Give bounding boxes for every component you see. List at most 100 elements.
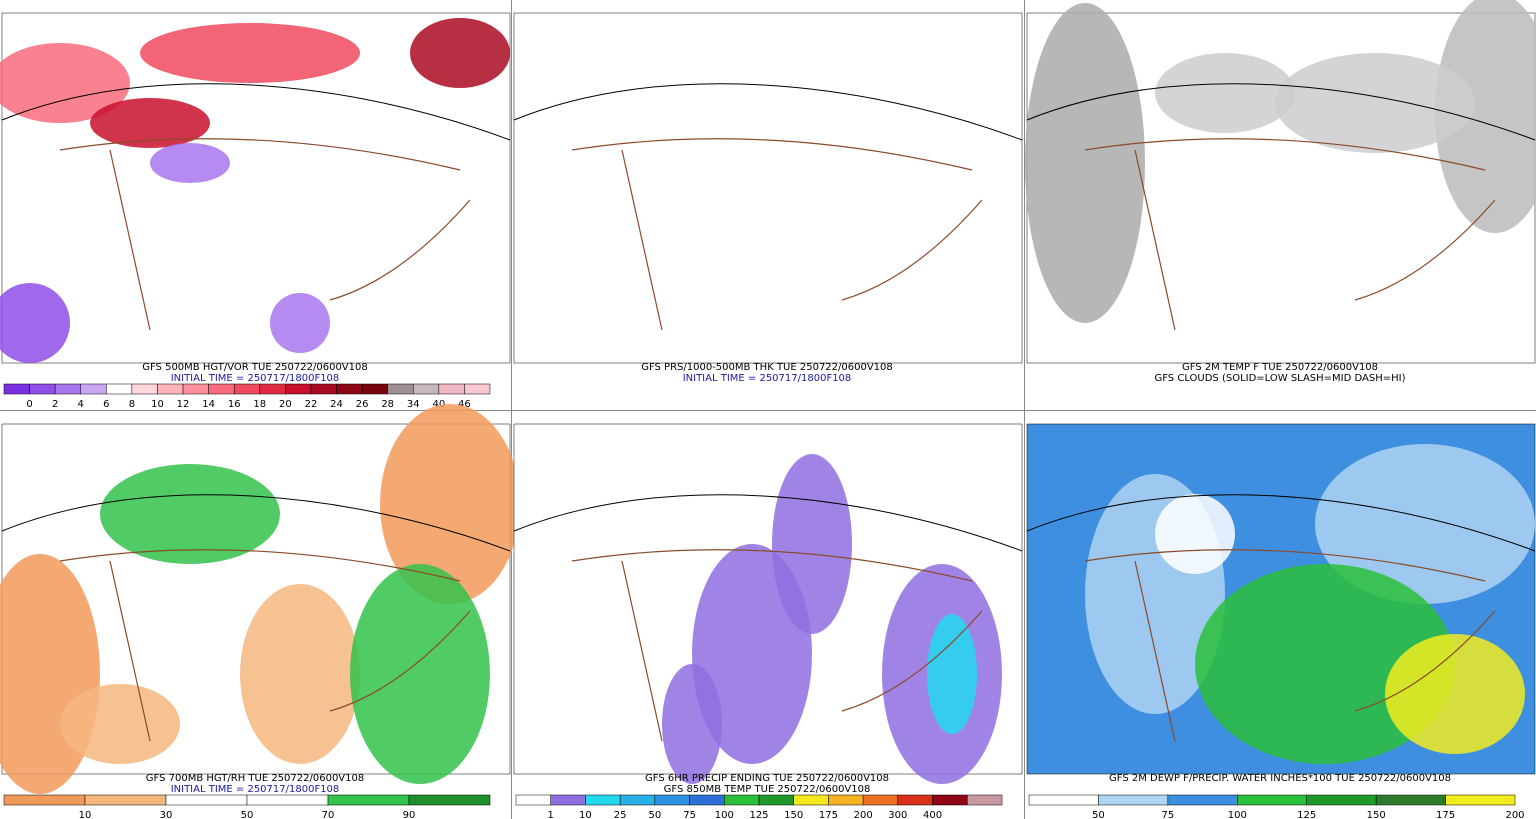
colorbar-swatch bbox=[80, 383, 107, 395]
map-shading bbox=[1025, 3, 1145, 323]
colorbar-swatch bbox=[285, 383, 312, 395]
map-shading bbox=[1275, 53, 1475, 153]
caption: GFS 700MB HGT/RH TUE 250722/0600V108 bbox=[146, 773, 365, 784]
map-borders bbox=[59, 138, 471, 331]
colorbar-label: 14 bbox=[202, 399, 215, 410]
colorbar-swatch bbox=[157, 383, 184, 395]
colorbar-label: 50 bbox=[648, 810, 661, 819]
map-shading bbox=[410, 18, 510, 88]
colorbar-swatch bbox=[862, 794, 899, 806]
colorbar-label: 200 bbox=[854, 810, 873, 819]
contour bbox=[1, 494, 511, 552]
map-borders bbox=[571, 138, 983, 331]
contour bbox=[513, 83, 1023, 141]
colorbar-label: 2 bbox=[52, 399, 58, 410]
colorbar-swatch bbox=[724, 794, 760, 806]
colorbar-swatch bbox=[233, 383, 261, 395]
map-shading bbox=[1385, 634, 1525, 754]
caption: GFS 850MB TEMP TUE 250722/0600V108 bbox=[664, 784, 871, 795]
colorbar-label: 26 bbox=[356, 399, 369, 410]
colorbar-swatch bbox=[793, 794, 829, 806]
colorbar-swatch bbox=[106, 383, 133, 395]
contour bbox=[1026, 83, 1536, 141]
colorbar-label: 24 bbox=[330, 399, 343, 410]
contour bbox=[513, 494, 1023, 552]
colorbar-swatch bbox=[310, 383, 337, 395]
colorbar-label: 25 bbox=[614, 810, 627, 819]
colorbar-label: 1 bbox=[548, 810, 554, 819]
map-shading bbox=[1435, 0, 1536, 233]
colorbar-swatch bbox=[3, 794, 86, 806]
map-shading bbox=[60, 684, 180, 764]
colorbar-label: 46 bbox=[458, 399, 471, 410]
colorbar-label: 100 bbox=[1228, 810, 1247, 819]
map-shading bbox=[0, 43, 130, 123]
caption: GFS CLOUDS (SOLID=LOW SLASH=MID DASH=HI) bbox=[1154, 373, 1405, 384]
colorbar-swatch bbox=[54, 383, 81, 395]
colorbar-swatch bbox=[619, 794, 656, 806]
colorbar-swatch bbox=[208, 383, 235, 395]
colorbar-swatch bbox=[182, 383, 209, 395]
map-shading bbox=[1155, 53, 1295, 133]
colorbar-swatch bbox=[1167, 794, 1238, 806]
caption: GFS 500MB HGT/VOR TUE 250722/0600V108 bbox=[142, 362, 368, 373]
contour bbox=[1026, 494, 1536, 552]
colorbar-swatch bbox=[1306, 794, 1377, 806]
colorbar-swatch bbox=[828, 794, 864, 806]
map-shading bbox=[1315, 444, 1535, 604]
colorbar-swatch bbox=[29, 383, 56, 395]
colorbar-swatch bbox=[131, 383, 158, 395]
colorbar-label: 175 bbox=[819, 810, 838, 819]
caption: INITIAL TIME = 250717/1800F108 bbox=[683, 373, 852, 384]
colorbar-swatch bbox=[1098, 794, 1169, 806]
colorbar-label: 125 bbox=[749, 810, 768, 819]
caption: GFS 6HR PRECIP ENDING TUE 250722/0600V10… bbox=[645, 773, 889, 784]
colorbar-label: 50 bbox=[241, 810, 254, 819]
colorbar-swatch bbox=[1445, 794, 1516, 806]
colorbar-label: 22 bbox=[305, 399, 318, 410]
map-shading bbox=[150, 143, 230, 183]
colorbar-label: 12 bbox=[177, 399, 190, 410]
colorbar-label: 6 bbox=[103, 399, 109, 410]
colorbar-swatch bbox=[84, 794, 167, 806]
map-shading bbox=[240, 584, 360, 764]
caption: GFS 2M TEMP F TUE 250722/0600V108 bbox=[1182, 362, 1378, 373]
colorbar-label: 10 bbox=[579, 810, 592, 819]
caption: GFS PRS/1000-500MB THK TUE 250722/0600V1… bbox=[641, 362, 893, 373]
colorbar-swatch bbox=[550, 794, 586, 806]
map-area bbox=[513, 12, 1023, 364]
colorbar-label: 30 bbox=[160, 810, 173, 819]
colorbar-swatch bbox=[361, 383, 388, 395]
colorbar-label: 175 bbox=[1436, 810, 1455, 819]
colorbar-label: 16 bbox=[228, 399, 241, 410]
colorbar-swatch bbox=[1028, 794, 1099, 806]
map-shading bbox=[270, 293, 330, 353]
colorbar-label: 4 bbox=[78, 399, 84, 410]
colorbar-swatch bbox=[259, 383, 286, 395]
colorbar-swatch bbox=[3, 383, 30, 395]
colorbar-swatch bbox=[438, 383, 465, 395]
colorbar-label: 75 bbox=[683, 810, 696, 819]
colorbar-label: 400 bbox=[923, 810, 942, 819]
colorbar-label: 125 bbox=[1297, 810, 1316, 819]
map-borders bbox=[59, 549, 471, 742]
contour bbox=[1, 83, 511, 141]
map-borders bbox=[1084, 549, 1496, 742]
map-borders bbox=[1084, 138, 1496, 331]
colorbar-swatch bbox=[689, 794, 725, 806]
colorbar-label: 100 bbox=[715, 810, 734, 819]
map-shading bbox=[1155, 494, 1235, 574]
colorbar-label: 150 bbox=[784, 810, 803, 819]
colorbar-swatch bbox=[165, 794, 248, 806]
map-shading bbox=[772, 454, 852, 634]
caption: INITIAL TIME = 250717/1800F108 bbox=[171, 373, 340, 384]
caption: INITIAL TIME = 250717/1800F108 bbox=[171, 784, 340, 795]
map-shading bbox=[380, 404, 520, 604]
colorbar-label: 8 bbox=[129, 399, 135, 410]
colorbar-swatch bbox=[336, 383, 363, 395]
map-shading bbox=[927, 614, 977, 734]
colorbar-swatch bbox=[967, 794, 1003, 806]
colorbar-swatch bbox=[758, 794, 794, 806]
colorbar-label: 18 bbox=[253, 399, 266, 410]
